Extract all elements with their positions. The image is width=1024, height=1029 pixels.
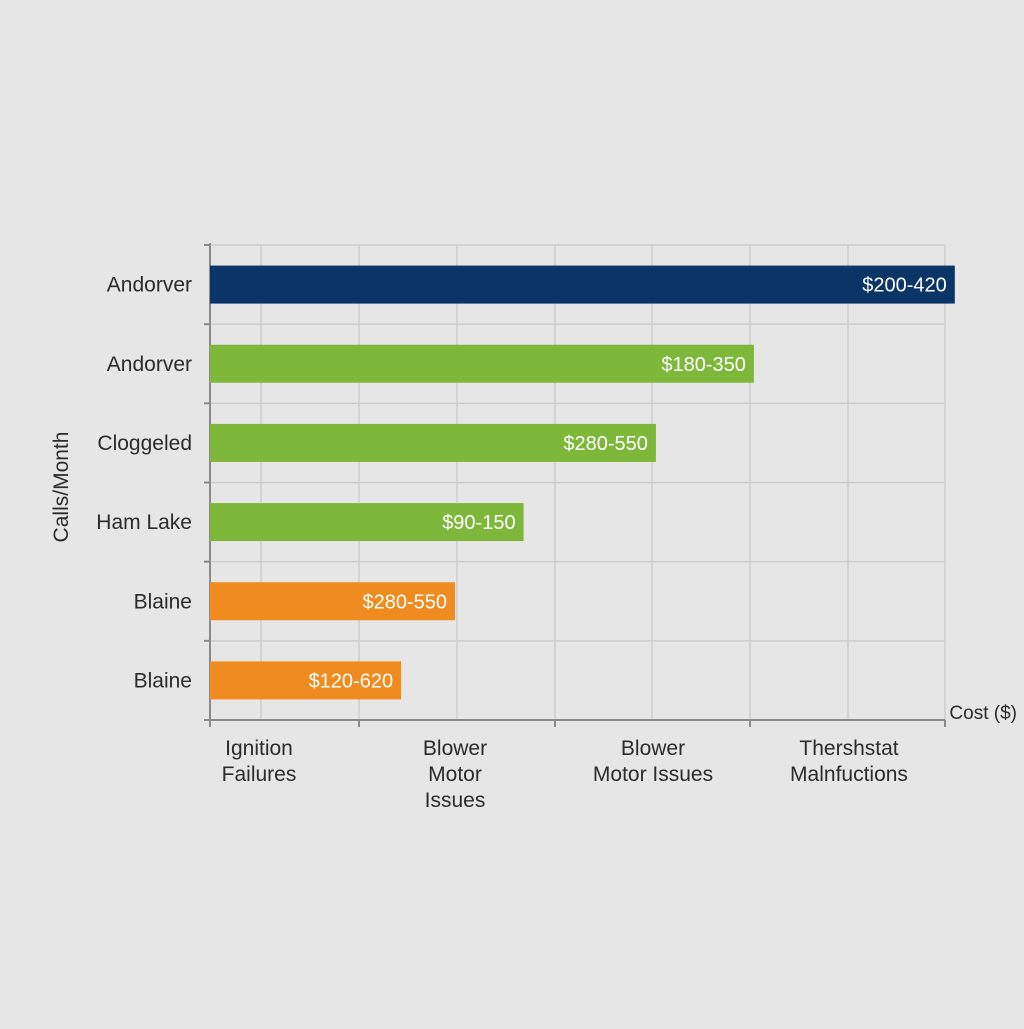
category-label: Cloggeled	[97, 432, 192, 455]
category-label: Andorver	[107, 274, 192, 297]
x-tick-label: Blower Motor Issues	[423, 737, 487, 812]
x-tick-label: Thershstat Malnfuctions	[790, 737, 908, 786]
category-label: Blaine	[134, 590, 192, 613]
y-axis-label: Calls/Month	[50, 432, 73, 543]
bar-value-label: $280-550	[563, 433, 648, 455]
x-tick-label: Ignition Failures	[222, 737, 297, 786]
bar	[210, 265, 955, 304]
grid	[210, 244, 946, 721]
x-tick-label: Blower Motor Issues	[593, 737, 713, 786]
bar	[210, 503, 524, 542]
x-tick-labels: Ignition Failures Blower Motor Issues Blower M…	[222, 737, 908, 812]
bar	[210, 344, 754, 383]
bar-value-label: $120-620	[309, 670, 394, 692]
category-label: Andorver	[107, 353, 192, 376]
axes	[204, 243, 946, 727]
bar-value-label: $280-550	[362, 591, 447, 613]
bar-value-label: $200-420	[862, 275, 947, 297]
bars: $200-420 $180-350 $280-550 $90-150 $280-550 $…	[210, 265, 955, 700]
category-label: Ham Lake	[96, 511, 192, 534]
bar	[210, 423, 656, 462]
bar	[210, 582, 455, 621]
bar-value-label: $90-150	[442, 512, 515, 534]
bar	[210, 661, 402, 700]
x-axis-label: Cost ($)	[949, 703, 1017, 724]
category-label: Blaine	[134, 669, 192, 692]
category-labels: Andorver Andorver Cloggeled Ham Lake Blaine B…	[96, 274, 192, 693]
bar-value-label: $180-350	[661, 354, 746, 376]
